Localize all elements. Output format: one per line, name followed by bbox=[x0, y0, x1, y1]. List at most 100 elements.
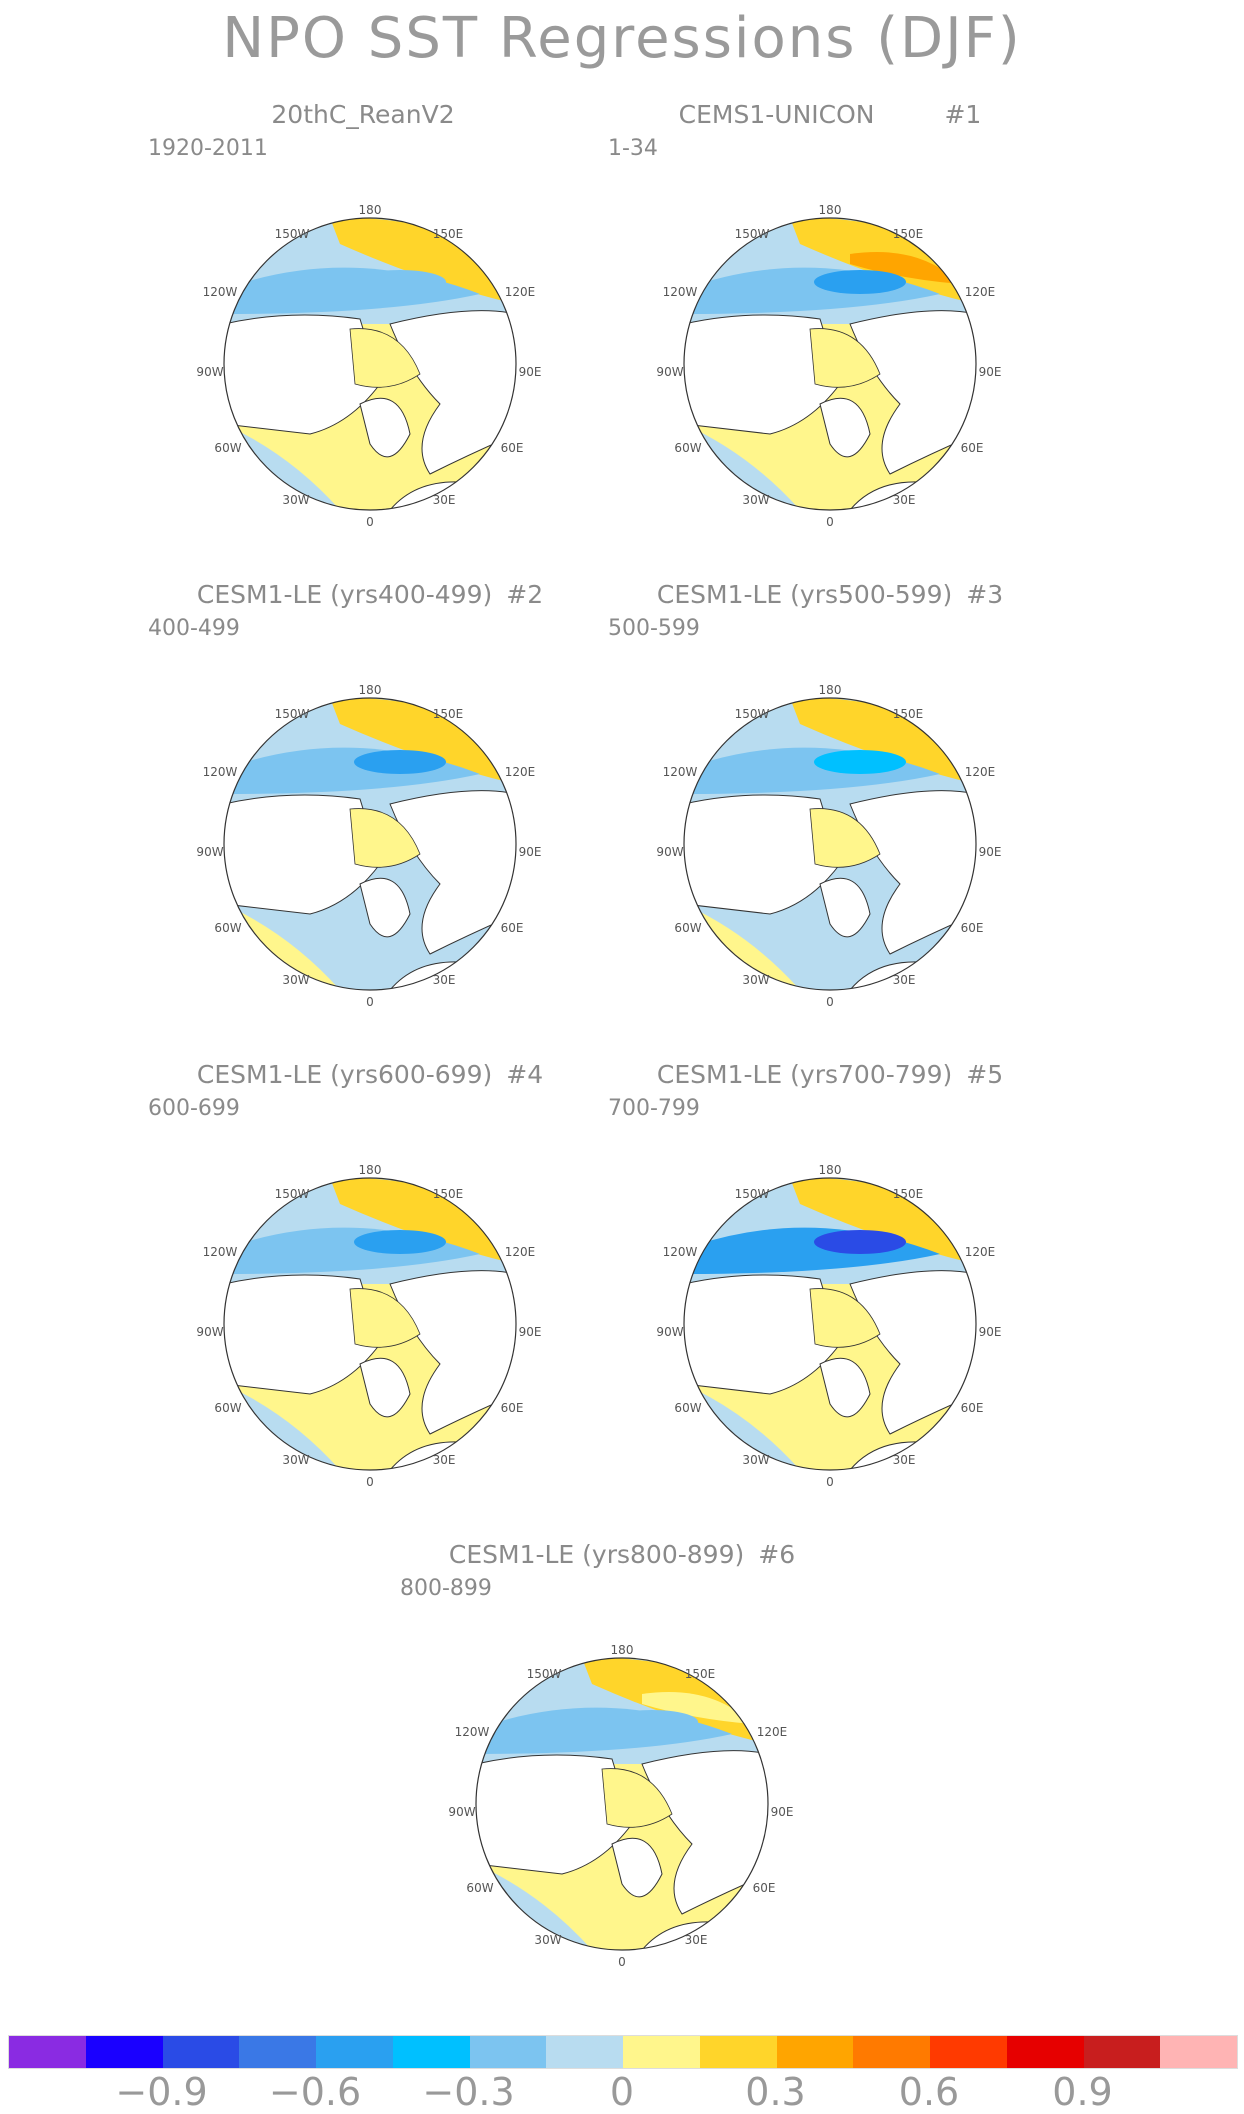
longitude-label: 30E bbox=[892, 1453, 916, 1467]
panel-1920-2011: 20thC_ReanV2 1920-2011 180 150W 150E 120W 12… bbox=[140, 100, 600, 570]
eurasia-land bbox=[641, 1750, 768, 1915]
period-label: 400-499 bbox=[148, 616, 240, 641]
panel-title: CESM1-LE (yrs800-899) #6 bbox=[448, 1540, 796, 1569]
longitude-label: 120E bbox=[964, 285, 996, 299]
eurasia-land bbox=[389, 310, 516, 475]
longitude-label: 60E bbox=[960, 921, 984, 935]
longitude-label: 90E bbox=[518, 845, 542, 859]
period-label: 1920-2011 bbox=[148, 136, 268, 161]
map-boundary bbox=[683, 217, 977, 511]
greenland-land bbox=[819, 1357, 871, 1418]
longitude-label: 30E bbox=[684, 1933, 708, 1947]
longitude-label: 90W bbox=[448, 1805, 476, 1819]
longitude-label: 30W bbox=[742, 493, 770, 507]
longitude-label: 150W bbox=[734, 227, 770, 241]
colorbar-cell bbox=[9, 2036, 86, 2068]
longitude-label: 30W bbox=[534, 1933, 562, 1947]
colorbar-cell bbox=[699, 2036, 777, 2068]
colorbar-cell bbox=[1006, 2036, 1084, 2068]
eurasia-land bbox=[849, 1270, 976, 1435]
longitude-label: 120W bbox=[454, 1725, 490, 1739]
arctic-ocean bbox=[809, 328, 881, 388]
colorbar-tick-label: −0.9 bbox=[115, 2070, 208, 2114]
map-boundary bbox=[683, 697, 977, 991]
longitude-label: 150E bbox=[432, 707, 464, 721]
longitude-label: 90E bbox=[518, 1325, 542, 1339]
longitude-label: 150W bbox=[526, 1667, 562, 1681]
arctic-ocean bbox=[809, 1288, 881, 1348]
panel-yrs400-499: CESM1-LE (yrs400-499) #2 400-499 180 150W 1… bbox=[140, 580, 600, 1050]
arctic-ocean bbox=[349, 1288, 421, 1348]
longitude-label: 150E bbox=[684, 1667, 716, 1681]
longitude-label: 60W bbox=[674, 441, 702, 455]
longitude-label: 180 bbox=[818, 683, 842, 697]
panel-yrs500-599: CESM1-LE (yrs500-599) #3 500-599 180 150W 1… bbox=[600, 580, 1060, 1050]
polar-stereographic-map bbox=[683, 697, 977, 991]
eurasia-land bbox=[849, 310, 976, 475]
longitude-label: 150W bbox=[274, 1187, 310, 1201]
map-boundary bbox=[475, 1657, 769, 1951]
longitude-label: 30W bbox=[282, 493, 310, 507]
colorbar bbox=[8, 2035, 1238, 2069]
polar-stereographic-map bbox=[475, 1657, 769, 1951]
warm-anomaly-core bbox=[390, 732, 500, 764]
longitude-label: 90W bbox=[656, 1325, 684, 1339]
map-boundary bbox=[223, 1177, 517, 1471]
greenland-land bbox=[359, 1357, 411, 1418]
longitude-label: 90W bbox=[196, 1325, 224, 1339]
panel-yrs800-899: CESM1-LE (yrs800-899) #6 800-899 180 150W 1… bbox=[392, 1540, 852, 2010]
longitude-label: 0 bbox=[366, 1475, 374, 1489]
longitude-label: 150E bbox=[892, 707, 924, 721]
longitude-label: 60E bbox=[500, 921, 524, 935]
longitude-label: 120W bbox=[202, 285, 238, 299]
cold-anomaly-core bbox=[814, 270, 906, 294]
colorbar-tick-label: 0.6 bbox=[898, 2070, 960, 2114]
arctic-ocean bbox=[601, 1768, 673, 1828]
longitude-label: 60W bbox=[214, 1401, 242, 1415]
polar-stereographic-map bbox=[223, 697, 517, 991]
polar-stereographic-map bbox=[223, 1177, 517, 1471]
eurasia-land bbox=[849, 790, 976, 955]
colorbar-cell bbox=[85, 2036, 163, 2068]
longitude-label: 30W bbox=[742, 973, 770, 987]
longitude-label: 90E bbox=[770, 1805, 794, 1819]
longitude-label: 180 bbox=[818, 203, 842, 217]
cold-anomaly-core bbox=[814, 750, 906, 774]
colorbar-cell bbox=[469, 2036, 547, 2068]
cold-anomaly-core bbox=[354, 1230, 446, 1254]
longitude-label: 60W bbox=[674, 1401, 702, 1415]
longitude-label: 120W bbox=[662, 765, 698, 779]
eurasia-land bbox=[389, 1270, 516, 1435]
longitude-label: 0 bbox=[826, 995, 834, 1009]
cold-anomaly-core bbox=[354, 270, 446, 294]
longitude-label: 60E bbox=[960, 441, 984, 455]
longitude-label: 0 bbox=[366, 515, 374, 529]
longitude-label: 120W bbox=[202, 765, 238, 779]
longitude-label: 150W bbox=[274, 707, 310, 721]
longitude-label: 30W bbox=[282, 1453, 310, 1467]
panel-title: CEMS1-UNICON #1 bbox=[678, 100, 982, 129]
warm-anomaly-core bbox=[390, 1212, 500, 1244]
longitude-label: 30W bbox=[282, 973, 310, 987]
warm-anomaly-core bbox=[850, 732, 960, 764]
polar-stereographic-map bbox=[683, 217, 977, 511]
colorbar-tick-label: 0.3 bbox=[745, 2070, 806, 2114]
greenland-land bbox=[611, 1837, 663, 1898]
longitude-label: 60W bbox=[466, 1881, 494, 1895]
warm-anomaly-core bbox=[850, 1212, 960, 1244]
longitude-label: 30E bbox=[432, 973, 456, 987]
longitude-label: 60E bbox=[500, 441, 524, 455]
longitude-label: 0 bbox=[366, 995, 374, 1009]
arctic-ocean bbox=[809, 808, 881, 868]
polar-stereographic-map bbox=[223, 217, 517, 511]
longitude-label: 0 bbox=[618, 1955, 626, 1969]
map-boundary bbox=[223, 217, 517, 511]
longitude-label: 120E bbox=[504, 765, 536, 779]
warm-anomaly-core bbox=[850, 252, 960, 284]
longitude-label: 90W bbox=[656, 845, 684, 859]
longitude-label: 120W bbox=[662, 285, 698, 299]
panel-title: 20thC_ReanV2 bbox=[271, 100, 455, 129]
colorbar-tick-label: 0 bbox=[609, 2070, 635, 2114]
panel-title: CESM1-LE (yrs500-599) #3 bbox=[656, 580, 1004, 609]
cold-anomaly-core bbox=[354, 750, 446, 774]
